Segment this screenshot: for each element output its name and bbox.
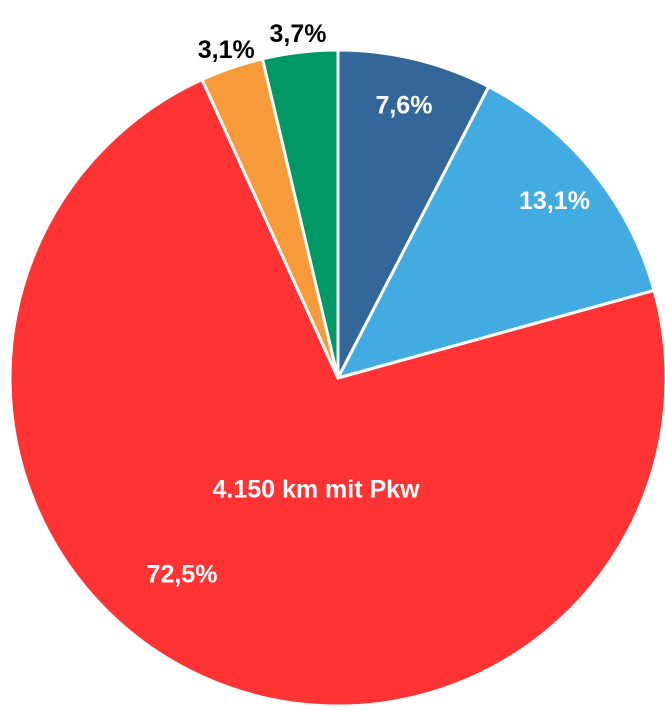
annotation: 4.150 km mit Pkw xyxy=(212,476,420,504)
pie-slice xyxy=(260,48,340,379)
data-label: 7,6% xyxy=(375,92,432,120)
data-label: 72,5% xyxy=(147,561,218,589)
data-label: 13,1% xyxy=(519,187,590,215)
pie-slice xyxy=(8,77,665,708)
data-label: 3,1% xyxy=(198,36,255,64)
data-label: 3,7% xyxy=(269,20,326,48)
pie-slice xyxy=(335,84,656,381)
pie-slice xyxy=(336,48,491,379)
